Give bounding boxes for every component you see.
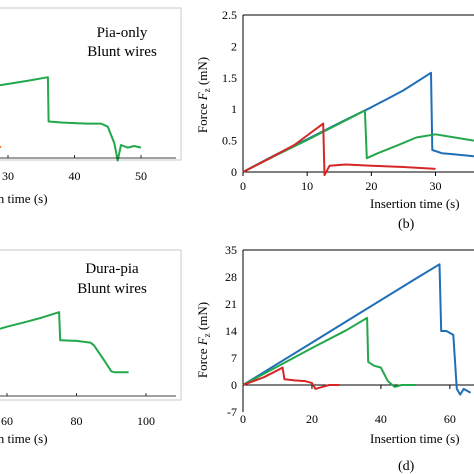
panel-a-plot <box>0 76 142 162</box>
series-1-line <box>0 311 129 374</box>
x-tick-label: 30 <box>2 169 14 183</box>
panel-c-plot <box>0 311 129 374</box>
panel-b-subfigure-label: (b) <box>398 217 415 232</box>
panel-a-x-axis-label: Insertion time (s) <box>0 191 48 206</box>
x-tick-label: 0 <box>240 412 246 426</box>
y-tick-label: 1.5 <box>222 71 237 85</box>
y-tick-label: 28 <box>225 270 237 284</box>
x-tick-label: 60 <box>1 414 13 428</box>
panel-c-annotation-line2: Blunt wires <box>77 281 147 297</box>
series-1-line <box>0 145 2 149</box>
panel-d-subfigure-label: (d) <box>398 459 415 474</box>
x-tick-label: 80 <box>71 414 83 428</box>
x-tick-label: 20 <box>306 412 318 426</box>
x-tick-label: 10 <box>301 179 313 193</box>
series-3-line <box>242 366 340 390</box>
y-tick-label: 7 <box>231 351 237 365</box>
y-tick-label: 21 <box>225 297 237 311</box>
panel-b-x-ticks: 0 10 20 30 <box>240 172 442 193</box>
y-tick-label: 1 <box>231 102 237 116</box>
y-tick-label: 2.5 <box>222 8 237 22</box>
panel-a-x-ticks: 30 40 50 <box>0 155 176 183</box>
panel-b-plot <box>242 71 474 177</box>
x-tick-label: 50 <box>135 169 147 183</box>
y-tick-label: 0 <box>231 165 237 179</box>
x-tick-label: 40 <box>69 169 81 183</box>
panel-b: 0 0.5 1 1.5 2 2.5 0 10 20 30 Force Fz (mN) Inser… <box>195 8 474 232</box>
series-1-line <box>242 71 474 173</box>
panel-c: Dura-pia Blunt wires 60 80 100 Insertion t… <box>0 249 182 446</box>
y-tick-label: 35 <box>225 243 237 257</box>
x-tick-label: 60 <box>444 412 456 426</box>
panel-d-plot <box>242 263 472 396</box>
panel-b-x-axis-label: Insertion time (s) <box>370 196 460 211</box>
panel-b-y-ticks: 0 0.5 1 1.5 2 2.5 <box>222 8 237 179</box>
y-tick-label: 14 <box>225 324 237 338</box>
y-tick-label: -7 <box>227 405 237 419</box>
panel-a: Pia-only Blunt wires 30 40 50 Insertion ti… <box>0 7 182 206</box>
x-tick-label: 30 <box>430 179 442 193</box>
panel-d-x-ticks: 0 20 40 60 <box>240 385 456 426</box>
panel-c-x-ticks: 60 80 100 <box>0 393 176 428</box>
series-1-line <box>242 263 472 396</box>
series-3-line <box>242 122 436 177</box>
panel-c-annotation-line1: Dura-pia <box>85 261 139 277</box>
panel-b-gridlines <box>242 14 474 173</box>
panel-d-y-ticks: -7 0 7 14 21 28 35 <box>225 243 237 419</box>
panel-c-x-axis-label: Insertion time (s) <box>0 431 48 446</box>
panel-a-annotation-line1: Pia-only <box>97 25 148 41</box>
panel-a-frame <box>0 7 182 161</box>
panel-b-y-axis-label: Force Fz (mN) <box>195 57 212 133</box>
y-tick-label: 0 <box>231 378 237 392</box>
y-tick-label: 2 <box>231 39 237 53</box>
x-tick-label: 100 <box>137 414 155 428</box>
panel-d-x-axis-label: Insertion time (s) <box>370 431 460 446</box>
series-2-line <box>0 76 142 162</box>
series-2-line <box>242 316 416 388</box>
x-tick-label: 40 <box>375 412 387 426</box>
panel-c-frame <box>0 249 182 401</box>
panel-a-annotation-line2: Blunt wires <box>87 44 157 60</box>
y-tick-label: 0.5 <box>222 134 237 148</box>
x-tick-label: 0 <box>240 179 246 193</box>
x-tick-label: 20 <box>365 179 377 193</box>
panel-d-y-axis-label: Force Fz (mN) <box>195 302 212 378</box>
series-2-line <box>242 109 474 173</box>
